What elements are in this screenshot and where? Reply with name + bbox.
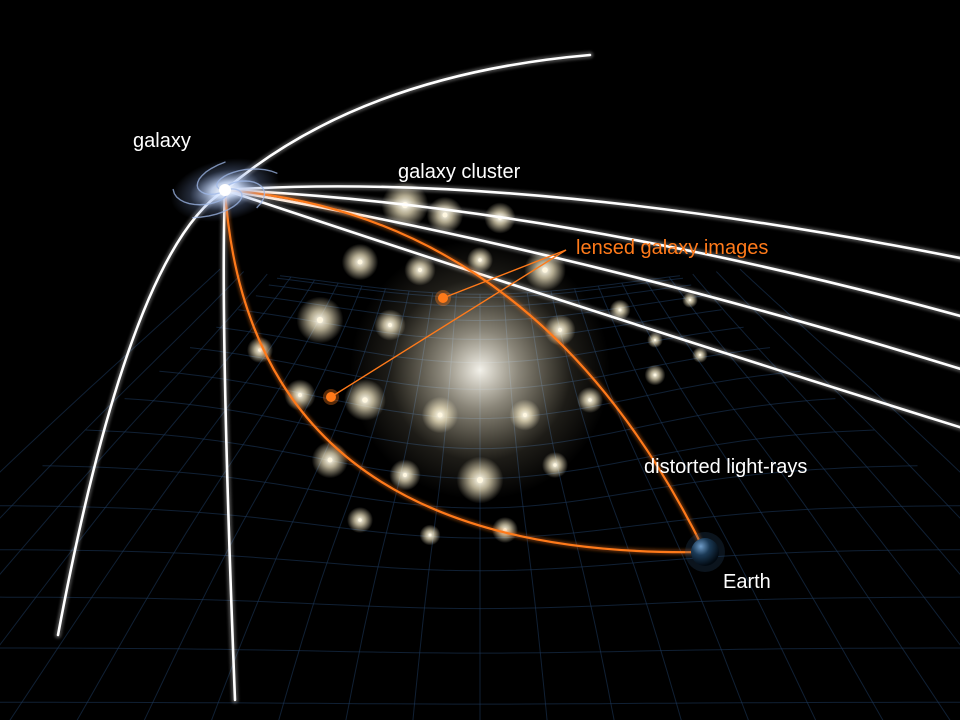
diagram-canvas	[0, 0, 960, 720]
label-galaxy: galaxy	[133, 130, 191, 153]
label-lensed-images: lensed galaxy images	[576, 237, 768, 260]
gravitational-lensing-diagram: galaxy galaxy cluster lensed galaxy imag…	[0, 0, 960, 720]
label-distorted-rays: distorted light-rays	[644, 456, 807, 479]
label-galaxy-cluster: galaxy cluster	[398, 161, 520, 184]
earth	[685, 532, 725, 572]
label-earth: Earth	[723, 571, 771, 594]
